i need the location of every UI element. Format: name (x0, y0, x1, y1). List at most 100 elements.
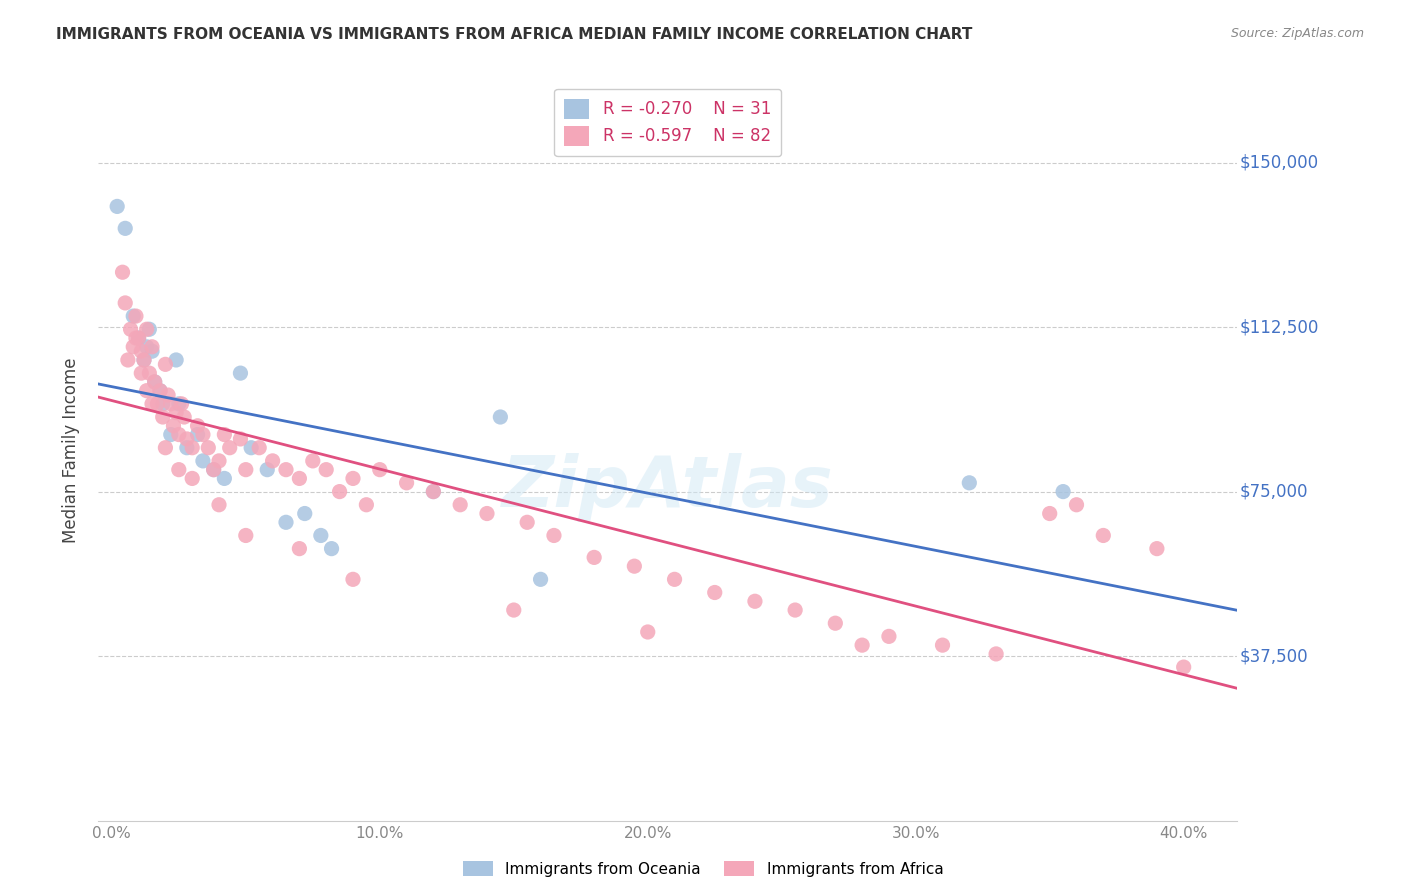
Point (202, 463, 225, 477)
Point (128, 331, 150, 345)
Point (301, 454, 323, 468)
Point (146, 397, 169, 411)
Point (824, 616, 846, 631)
Point (187, 427, 209, 442)
Point (785, 603, 807, 617)
Point (543, 528, 565, 542)
Point (135, 384, 157, 398)
Point (247, 441, 270, 455)
Point (342, 572, 364, 586)
Point (475, 507, 498, 521)
Point (623, 559, 645, 574)
Point (197, 441, 219, 455)
Point (138, 366, 160, 380)
Point (114, 296, 136, 310)
Point (877, 629, 900, 643)
Y-axis label: Median Family Income: Median Family Income (62, 358, 80, 543)
Point (135, 322, 157, 336)
Point (235, 463, 257, 477)
Point (132, 353, 155, 368)
Point (181, 471, 204, 485)
Point (122, 309, 145, 323)
Point (191, 454, 214, 468)
Point (162, 418, 184, 433)
Point (159, 397, 181, 411)
Point (129, 366, 152, 380)
Point (984, 647, 1007, 661)
Point (135, 340, 157, 354)
Point (157, 388, 180, 402)
Point (931, 638, 953, 652)
Point (1146, 541, 1168, 556)
Legend: R = -0.270    N = 31, R = -0.597    N = 82: R = -0.270 N = 31, R = -0.597 N = 82 (554, 88, 782, 156)
Point (155, 357, 177, 371)
Point (214, 427, 236, 442)
Point (114, 221, 136, 235)
Point (167, 427, 190, 442)
Point (191, 427, 214, 442)
Point (422, 484, 444, 499)
Point (703, 585, 725, 599)
Point (315, 463, 337, 477)
Text: ZipAtlas: ZipAtlas (502, 453, 834, 522)
Point (173, 409, 195, 424)
Point (356, 498, 378, 512)
Point (1052, 484, 1074, 499)
Text: Source: ZipAtlas.com: Source: ZipAtlas.com (1230, 27, 1364, 40)
Point (167, 463, 190, 477)
Point (274, 463, 297, 477)
Point (664, 572, 686, 586)
Point (288, 541, 311, 556)
Point (105, 199, 128, 213)
Point (125, 331, 148, 345)
Point (329, 484, 352, 499)
Point (129, 344, 152, 359)
Point (229, 432, 252, 446)
Point (309, 528, 332, 542)
Point (395, 475, 418, 490)
Point (170, 397, 193, 411)
Point (122, 340, 145, 354)
Point (152, 409, 174, 424)
Point (141, 397, 163, 411)
Point (141, 344, 163, 359)
Point (262, 454, 284, 468)
Point (321, 541, 343, 556)
Point (529, 572, 551, 586)
Point (167, 397, 190, 411)
Point (1173, 660, 1195, 674)
Point (152, 397, 174, 411)
Point (143, 375, 166, 389)
Point (1066, 498, 1088, 512)
Point (165, 406, 187, 420)
Point (1039, 507, 1062, 521)
Point (187, 418, 209, 433)
Point (181, 441, 204, 455)
Text: $75,000: $75,000 (1240, 483, 1308, 500)
Point (744, 594, 766, 608)
Text: $150,000: $150,000 (1240, 153, 1319, 171)
Point (117, 353, 139, 368)
Point (449, 498, 471, 512)
Point (235, 528, 257, 542)
Point (143, 375, 166, 389)
Point (132, 353, 155, 368)
Point (502, 603, 524, 617)
Point (176, 441, 198, 455)
Point (516, 516, 538, 530)
Legend: Immigrants from Oceania, Immigrants from Africa: Immigrants from Oceania, Immigrants from… (456, 853, 950, 884)
Point (155, 441, 177, 455)
Point (256, 463, 278, 477)
Point (957, 475, 980, 490)
Point (368, 463, 391, 477)
Point (851, 638, 873, 652)
Text: $37,500: $37,500 (1240, 647, 1308, 665)
Point (229, 366, 252, 380)
Point (583, 550, 606, 565)
Point (149, 384, 172, 398)
Point (422, 484, 444, 499)
Point (294, 507, 316, 521)
Point (165, 353, 187, 368)
Point (342, 471, 364, 485)
Point (214, 471, 236, 485)
